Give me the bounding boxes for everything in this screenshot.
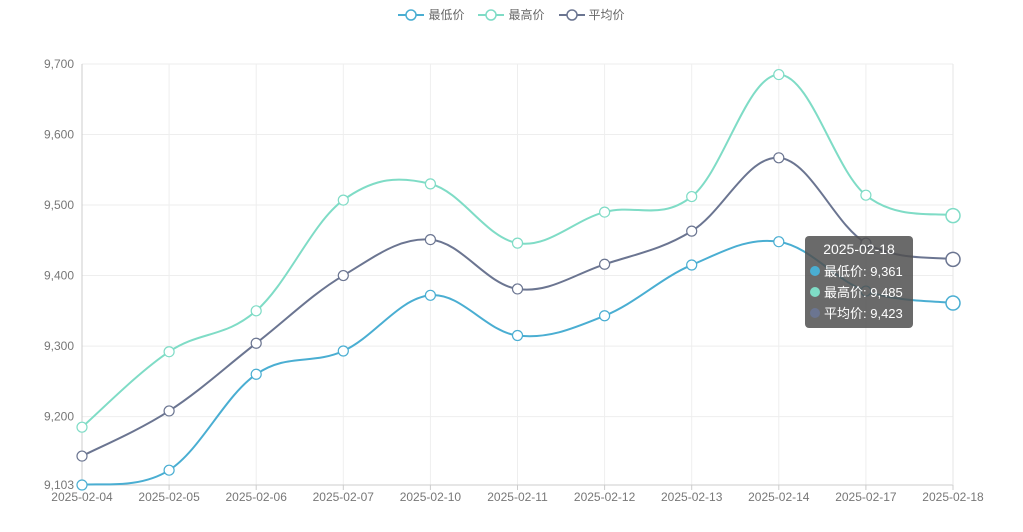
data-point [250,337,262,349]
x-tick-label: 2025-02-04 [51,490,113,504]
data-point [76,421,88,433]
tooltip-dot [810,286,820,297]
data-point [773,236,785,248]
legend-line-icon [478,8,505,21]
legend-label: 平均价 [588,8,625,22]
data-point [163,464,175,476]
data-point [163,405,175,417]
data-point [337,194,349,206]
series-line-high [81,73,954,428]
tooltip-title: 2025-02-18 [823,241,895,257]
data-point [337,345,349,357]
data-point [511,237,524,249]
data-point [424,178,436,190]
data-point [337,269,349,282]
data-point [163,346,175,358]
legend-item-low[interactable]: 最低价 [398,6,464,23]
legend-line-icon [398,8,425,21]
legend-item-high[interactable]: 最高价 [478,6,545,23]
tooltip-dot [810,307,820,318]
x-tick-label: 2025-02-10 [400,490,462,504]
x-tick-label: 2025-02-13 [661,490,723,504]
y-tick-label: 9,500 [44,198,74,212]
data-point [773,68,785,81]
legend-line-icon [558,8,585,21]
x-tick-label: 2025-02-11 [487,490,548,504]
tooltip-dot [810,265,820,276]
data-point [76,450,88,462]
tooltip: 2025-02-18 最低价: 9,361 最高价: 9,485 平均价: 9,… [805,236,913,328]
data-point [945,251,961,268]
tooltip-row-label: 平均价: 9,423 [824,306,903,321]
data-point [686,259,698,271]
data-point [250,368,262,380]
tooltip-row: 最高价: 9,485 [810,281,913,302]
data-point [945,295,961,311]
y-tick-label: 9,300 [44,339,74,353]
data-point [945,207,961,224]
y-tick-label: 9,700 [44,57,74,71]
data-point [686,225,698,237]
tooltip-row-label: 最低价: 9,361 [824,264,903,279]
data-point [424,289,436,301]
data-point [76,479,88,491]
y-tick-label: 9,600 [44,128,74,142]
data-point [511,283,524,295]
x-tick-label: 2025-02-12 [574,490,636,504]
x-tick-label: 2025-02-17 [835,490,897,504]
data-point [686,190,698,203]
x-tick-label: 2025-02-05 [138,490,200,504]
x-tick-label: 2025-02-14 [748,490,810,504]
data-point [424,233,436,246]
tooltip-row: 平均价: 9,423 [810,302,913,323]
legend-label: 最低价 [428,8,465,22]
data-point [511,329,524,342]
x-tick-label: 2025-02-06 [226,490,288,504]
data-point [598,258,611,270]
data-point [250,305,262,317]
data-point [773,152,785,164]
x-tick-label: 2025-02-07 [313,490,375,504]
x-tick-label: 2025-02-18 [922,490,984,504]
y-tick-label: 9,400 [44,269,74,283]
tooltip-row-label: 最高价: 9,485 [824,285,903,300]
tooltip-row: 最低价: 9,361 [810,260,913,281]
legend-label: 最高价 [508,8,545,22]
data-point [860,189,872,201]
y-tick-label: 9,200 [44,410,74,424]
data-point [598,310,611,322]
data-point [598,206,611,218]
chart-legend: 最低价 最高价 平均价 [0,6,1023,23]
y-tick-label: 9,103 [44,478,74,492]
legend-item-avg[interactable]: 平均价 [558,6,625,23]
